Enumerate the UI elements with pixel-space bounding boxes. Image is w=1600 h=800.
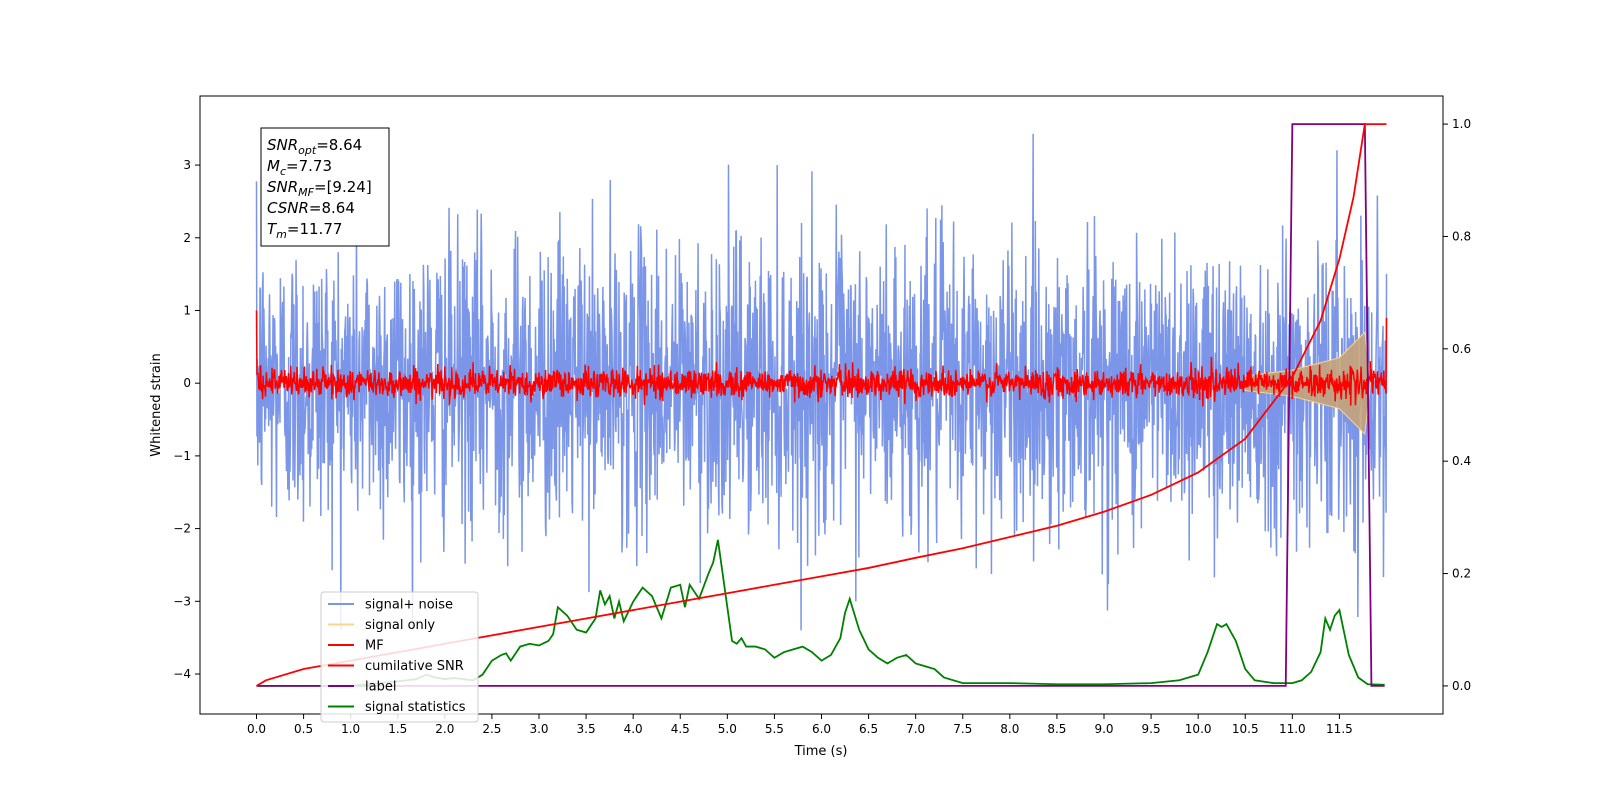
x-tick-label: 1.0: [341, 722, 360, 736]
y2-tick-label: 0.6: [1452, 342, 1471, 356]
x-tick-label: 9.5: [1142, 722, 1161, 736]
annotation-value: =[9.24]: [314, 178, 372, 196]
annotation-box: SNRopt=8.64Mc=7.73SNRMF=[9.24]CSNR=8.64T…: [260, 127, 390, 247]
legend-frame: [320, 591, 479, 723]
y-tick-label: −3: [173, 594, 191, 608]
annotation-subscript: m: [276, 228, 287, 241]
y2-tick-label: 0.0: [1452, 679, 1471, 693]
annotation-symbol: M: [267, 157, 280, 175]
annotation-value: =8.64: [309, 199, 355, 217]
annotation-subscript: MF: [298, 186, 314, 199]
annotation-value: =7.73: [286, 157, 332, 175]
legend-label: signal+ noise: [365, 598, 453, 613]
y-axis-ticks: 3 2 1 0 −1 −2 −3 −4: [173, 158, 200, 681]
x-tick-label: 9.0: [1094, 722, 1113, 736]
y-tick-label: −4: [173, 667, 191, 681]
x-tick-label: 6.5: [859, 722, 878, 736]
x-tick-label: 8.5: [1047, 722, 1066, 736]
annotation-symbol: T: [267, 220, 278, 238]
y2-tick-label: 0.4: [1452, 454, 1471, 468]
y-tick-label: 2: [183, 231, 191, 245]
x-tick-label: 6.0: [812, 722, 831, 736]
x-tick-label: 1.5: [388, 722, 407, 736]
x-tick-label: 7.5: [953, 722, 972, 736]
x-tick-label: 10.0: [1185, 722, 1212, 736]
x-tick-label: 11.0: [1279, 722, 1306, 736]
annotation-subscript: c: [280, 165, 286, 178]
annotation-value: =11.77: [287, 220, 343, 238]
x-tick-label: 4.5: [671, 722, 690, 736]
x-axis-ticks: 0.0 0.5 1.0 1.5 2.0 2.5 3.0 3.5 4.0 4.5 5.0 5.5 6.0 6…: [247, 714, 1353, 736]
y2-tick-label: 1.0: [1452, 117, 1471, 131]
y2-axis-ticks: 1.0 0.8 0.6 0.4 0.2 0.0: [1443, 117, 1471, 693]
annotation-line: CSNR=8.64: [267, 199, 355, 217]
annotation-subscript: opt: [298, 144, 317, 157]
series-label: [256, 123, 1385, 687]
y-tick-label: −1: [173, 449, 191, 463]
annotation-symbol: SNR: [267, 136, 298, 154]
x-tick-label: 5.0: [718, 722, 737, 736]
y2-tick-label: 0.2: [1452, 567, 1471, 581]
annotation-line: Mc=7.73: [267, 157, 332, 178]
legend: signal+ noise signal only MF cumilative SNR…: [320, 591, 479, 723]
y-tick-label: 1: [183, 303, 191, 317]
x-tick-label: 0.5: [294, 722, 313, 736]
x-tick-label: 11.5: [1326, 722, 1353, 736]
x-tick-label: 0.0: [247, 722, 266, 736]
legend-label: MF: [365, 639, 384, 654]
series-signal-plus-noise: [255, 133, 1388, 631]
annotation-line: SNRMF=[9.24]: [267, 178, 372, 199]
y-tick-label: 3: [183, 158, 191, 172]
x-tick-label: 5.5: [765, 722, 784, 736]
legend-label: label: [365, 680, 396, 695]
annotation-frame: [260, 127, 390, 247]
x-axis-label: Time (s): [794, 744, 848, 759]
series-signal-statistics: [256, 539, 1385, 687]
x-tick-label: 10.5: [1232, 722, 1259, 736]
y-tick-label: −2: [173, 522, 191, 536]
legend-label: signal statistics: [365, 700, 466, 715]
y-axis-label: Whitened strain: [149, 353, 164, 456]
series-mf: [255, 310, 1388, 407]
annotation-value: =8.64: [316, 136, 362, 154]
annotation-symbol: CSNR: [267, 199, 309, 217]
annotation-line: SNRopt=8.64: [267, 136, 362, 157]
plot-area: [255, 123, 1388, 687]
x-tick-label: 7.0: [906, 722, 925, 736]
x-tick-label: 3.0: [529, 722, 548, 736]
y-tick-label: 0: [183, 376, 191, 390]
x-tick-label: 2.0: [435, 722, 454, 736]
x-tick-label: 3.5: [577, 722, 596, 736]
legend-label: signal only: [365, 618, 435, 633]
y2-tick-label: 0.8: [1452, 229, 1471, 243]
annotation-symbol: SNR: [267, 178, 298, 196]
x-tick-label: 4.0: [624, 722, 643, 736]
x-tick-label: 2.5: [482, 722, 501, 736]
annotation-line: Tm=11.77: [267, 220, 342, 241]
legend-label: cumilative SNR: [365, 659, 464, 674]
x-tick-label: 8.0: [1000, 722, 1019, 736]
